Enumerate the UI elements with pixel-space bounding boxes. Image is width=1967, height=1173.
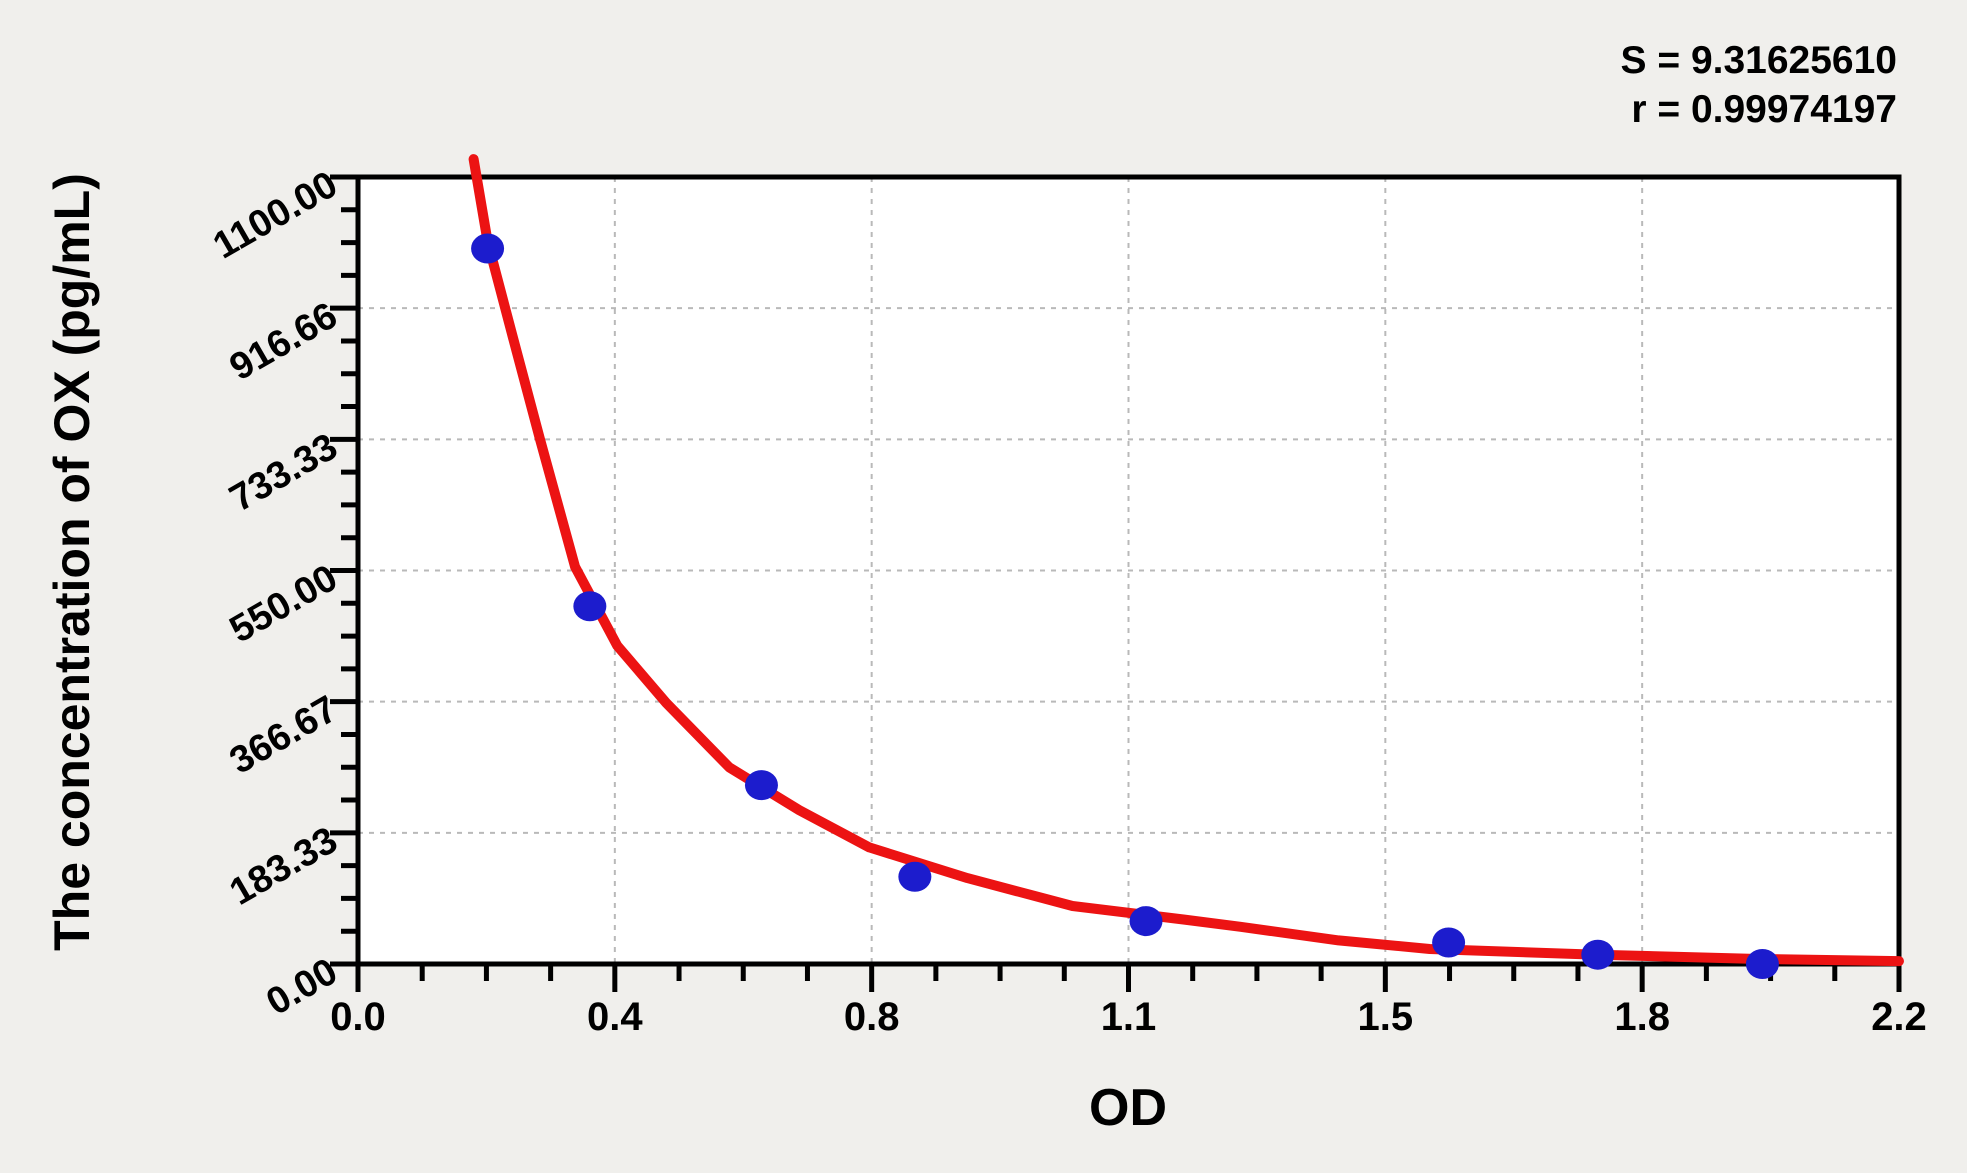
stat-s-value: S = 9.31625610 xyxy=(1620,39,1897,82)
x-tick-label: 1.1 xyxy=(1101,995,1157,1039)
data-point xyxy=(471,233,505,264)
stat-r-value: r = 0.99974197 xyxy=(1631,88,1897,131)
y-tick-label: 183.33 xyxy=(223,819,345,913)
x-tick-label: 1.8 xyxy=(1614,995,1670,1039)
fit-statistics: S = 9.31625610 r = 0.99974197 xyxy=(1620,36,1897,134)
x-tick-label: 1.5 xyxy=(1358,995,1414,1039)
data-point xyxy=(1129,906,1163,937)
x-tick-label: 0.4 xyxy=(587,995,643,1039)
data-point xyxy=(1745,949,1779,979)
x-tick-label: 0.8 xyxy=(844,995,900,1039)
x-tick-label: 2.2 xyxy=(1871,995,1927,1039)
y-tick-label: 550.00 xyxy=(223,557,345,651)
data-point xyxy=(1432,927,1466,958)
data-point xyxy=(573,591,607,622)
x-tick-label: 0.0 xyxy=(330,995,386,1039)
x-axis-title: OD xyxy=(1089,1079,1167,1137)
y-tick-label: 1100.00 xyxy=(206,163,344,267)
data-point xyxy=(898,861,932,892)
y-tick-label: 366.67 xyxy=(223,688,345,782)
y-tick-label: 733.33 xyxy=(223,426,345,520)
data-point xyxy=(1581,939,1615,970)
data-point xyxy=(744,770,778,801)
fit-curve xyxy=(468,154,1904,967)
y-tick-label: 916.66 xyxy=(223,295,345,389)
y-axis-title: The concentration of OX (pg/mL) xyxy=(44,173,100,951)
